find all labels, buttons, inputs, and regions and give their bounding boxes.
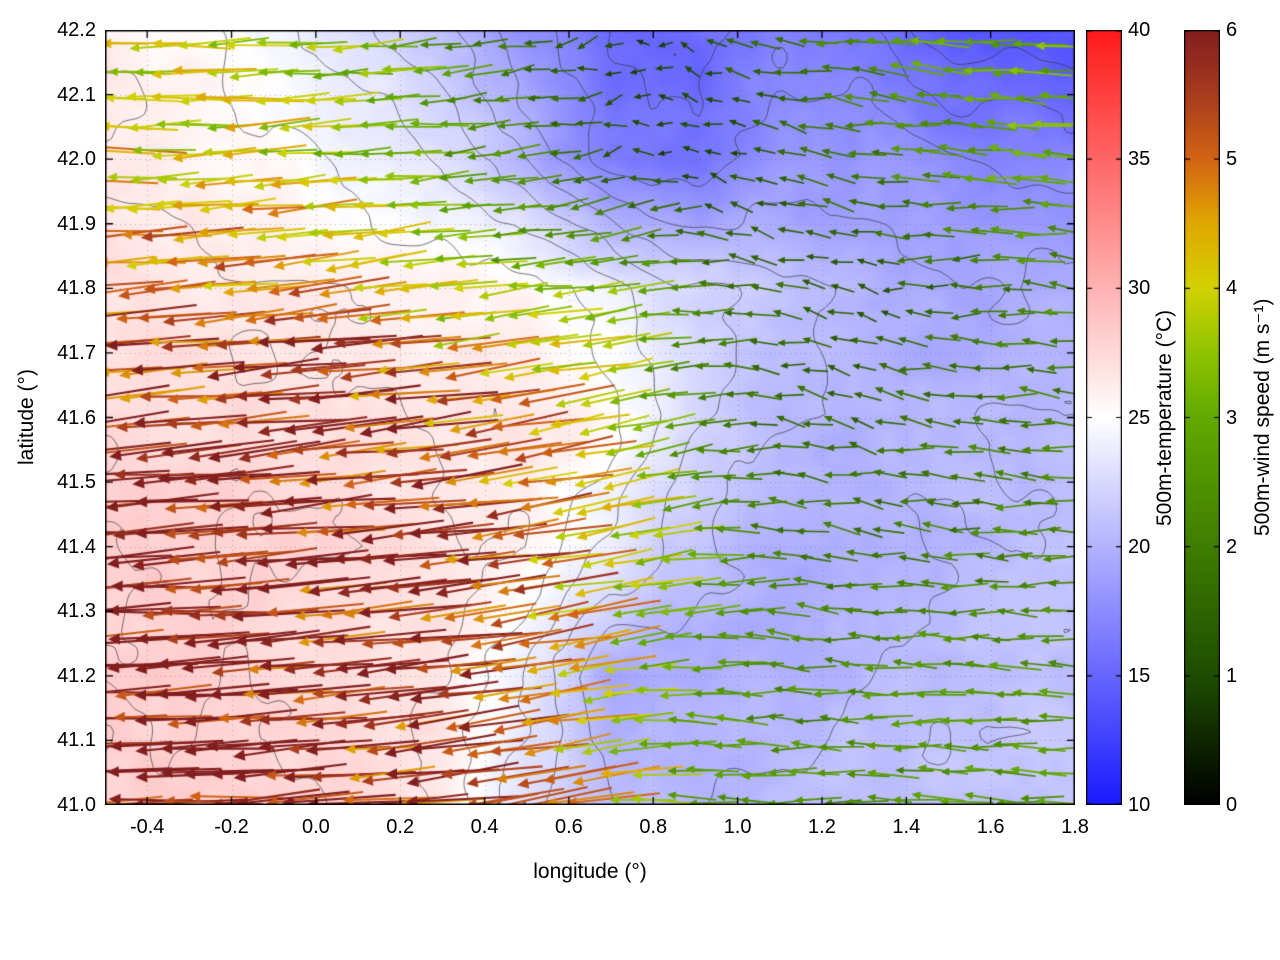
x-tick-label: 1.0	[723, 816, 752, 838]
x-tick-label: 1.2	[808, 816, 836, 838]
x-tick-label: 1.8	[1061, 816, 1089, 838]
temp-colorbar-tick-label: 15	[1128, 664, 1151, 687]
wind-colorbar-tick-label: 0	[1226, 794, 1238, 816]
y-tick-label: 41.6	[57, 406, 96, 429]
y-tick-label: 41.4	[57, 535, 96, 558]
x-tick-label: 0.0	[301, 816, 330, 838]
y-tick-label: 42.1	[57, 83, 96, 106]
temperature-colorbar	[1086, 30, 1122, 805]
x-tick-label: 1.4	[892, 816, 921, 838]
y-tick-label: 41.3	[57, 600, 96, 623]
y-tick-label: 41.7	[57, 341, 96, 364]
y-tick-label: 41.1	[57, 729, 96, 752]
x-tick-label: 0.2	[386, 816, 415, 838]
wind-colorbar-title: 500m-wind speed (m s⁻¹)	[1251, 298, 1274, 537]
y-tick-label: 42.2	[57, 19, 96, 41]
y-tick-label: 41.2	[57, 664, 96, 687]
temp-colorbar-tick-label: 35	[1128, 148, 1151, 171]
x-tick-label: 1.6	[976, 816, 1005, 838]
map-plot-canvas	[105, 30, 1075, 805]
wind-colorbar	[1184, 30, 1220, 805]
x-tick-label: 0.4	[470, 816, 499, 838]
temp-colorbar-tick-label: 30	[1128, 277, 1151, 300]
y-tick-label: 41.5	[57, 471, 96, 494]
x-tick-label: 0.8	[639, 816, 668, 838]
y-tick-label: 41.8	[57, 277, 96, 300]
wind-colorbar-tick-label: 2	[1226, 535, 1238, 558]
temp-colorbar-tick-label: 10	[1128, 794, 1151, 816]
temp-colorbar-tick-label: 20	[1128, 535, 1151, 558]
y-tick-label: 42.0	[57, 148, 96, 171]
wind-colorbar-tick-label: 6	[1226, 19, 1238, 41]
wind-colorbar-tick-label: 3	[1226, 406, 1238, 429]
wind-colorbar-tick-label: 4	[1226, 277, 1238, 300]
wind-colorbar-tick-label: 1	[1226, 664, 1238, 687]
x-tick-label: -0.4	[129, 816, 165, 838]
x-axis-title: longitude (°)	[533, 860, 647, 883]
x-tick-label: 0.6	[555, 816, 583, 838]
y-tick-label: 41.0	[57, 794, 96, 816]
y-tick-label: 41.9	[57, 212, 96, 235]
temp-colorbar-tick-label: 40	[1128, 19, 1151, 41]
temp-colorbar-tick-label: 25	[1128, 406, 1151, 429]
wind-colorbar-tick-label: 5	[1226, 148, 1238, 171]
x-tick-label: -0.2	[214, 816, 249, 838]
